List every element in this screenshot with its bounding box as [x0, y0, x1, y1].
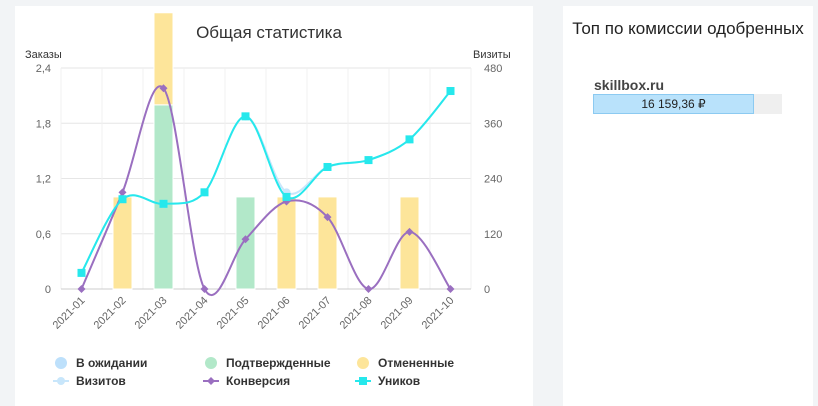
bar-Отмененные[interactable]	[276, 196, 297, 290]
point-Уников[interactable]	[323, 162, 332, 171]
x-tick-label: 2021-06	[256, 295, 293, 332]
top-item-site[interactable]: skillbox.ru	[594, 77, 665, 93]
legend-swatch	[357, 357, 369, 369]
point-Конверсия[interactable]	[405, 227, 414, 236]
legend-item[interactable]: Уников	[355, 374, 420, 388]
legend-label: В ожидании	[76, 356, 147, 370]
point-Уников[interactable]	[282, 192, 291, 201]
point-Конверсия[interactable]	[200, 285, 209, 293]
statistics-chart: Общая статистика Заказы Визиты 0 0,6 1,2 1,…	[25, 12, 511, 388]
chart-title: Общая статистика	[196, 23, 342, 42]
point-Конверсия[interactable]	[241, 235, 250, 244]
x-tick-label: 2021-05	[215, 295, 252, 332]
x-tick-label: 2021-07	[297, 295, 334, 332]
point-Уников[interactable]	[364, 156, 373, 165]
line-Конверсия	[80, 85, 452, 297]
legend-label: Отмененные	[378, 356, 454, 370]
legend-item[interactable]: Визитов	[53, 374, 126, 388]
point-Конверсия[interactable]	[159, 84, 168, 93]
legend-label: Уников	[378, 374, 420, 388]
line-Уников	[80, 90, 452, 274]
y-right-axis-title: Визиты	[473, 49, 511, 61]
top-item-bar-fill	[593, 94, 754, 114]
y-right-tick-label: 480	[484, 63, 502, 75]
legend-item[interactable]: Подтвержденные	[205, 356, 331, 370]
y-right-tick-label: 120	[484, 229, 502, 241]
point-Уников[interactable]	[159, 199, 168, 208]
legend-label: Подтвержденные	[226, 356, 331, 370]
y-left-tick-label: 1,8	[36, 118, 51, 130]
point-Уников[interactable]	[241, 112, 250, 121]
point-Уников[interactable]	[446, 87, 455, 96]
top-commission-title: Топ по комиссии одобренных	[572, 19, 804, 38]
legend-item[interactable]: Отмененные	[357, 356, 454, 370]
legend-marker[interactable]	[207, 377, 215, 385]
legend-item[interactable]: В ожидании	[55, 356, 147, 370]
legend-swatch	[205, 357, 217, 369]
x-tick-label: 2021-10	[420, 295, 457, 332]
point-Уников[interactable]	[405, 135, 414, 144]
point-Уников[interactable]	[200, 188, 209, 197]
legend-swatch	[55, 357, 67, 369]
legend-marker[interactable]	[57, 377, 65, 385]
x-tick-label: 2021-03	[133, 295, 170, 332]
top-item-bar-track: 16 159,36 ₽	[593, 94, 782, 114]
point-Конверсия[interactable]	[77, 285, 86, 293]
y-left-axis-title: Заказы	[25, 49, 62, 61]
legend-label: Визитов	[76, 374, 126, 388]
x-tick-label: 2021-02	[92, 295, 129, 332]
top-commission-panel: Топ по комиссии одобренных skillbox.ru 1…	[563, 6, 813, 406]
bar-Подтвержденные[interactable]	[153, 104, 174, 290]
point-Уников[interactable]	[77, 268, 86, 277]
y-right-tick-label: 360	[484, 118, 502, 130]
bar-Отмененные[interactable]	[153, 12, 174, 106]
x-tick-label: 2021-01	[51, 295, 88, 332]
legend-label: Конверсия	[226, 374, 290, 388]
x-tick-label: 2021-04	[174, 295, 211, 332]
y-left-tick-label: 0	[45, 284, 51, 296]
bar-Отмененные[interactable]	[399, 196, 420, 290]
statistics-chart-panel: Общая статистика Заказы Визиты 0 0,6 1,2 1,…	[15, 6, 533, 406]
top-item-value: 16 159,36 ₽	[641, 97, 706, 111]
point-Конверсия[interactable]	[364, 285, 373, 293]
point-Конверсия[interactable]	[323, 213, 332, 222]
bar-Отмененные[interactable]	[317, 196, 338, 290]
legend-marker[interactable]	[359, 377, 367, 385]
y-right-tick-label: 240	[484, 174, 502, 186]
y-right-tick-label: 0	[484, 284, 490, 296]
point-Конверсия[interactable]	[446, 285, 455, 293]
point-Конверсия[interactable]	[118, 188, 127, 197]
y-left-tick-label: 2,4	[36, 63, 51, 75]
y-left-tick-label: 0,6	[36, 229, 51, 241]
point-Уников[interactable]	[118, 195, 127, 204]
legend-item[interactable]: Конверсия	[203, 374, 290, 388]
x-tick-label: 2021-08	[338, 295, 375, 332]
x-tick-label: 2021-09	[379, 295, 416, 332]
y-left-tick-label: 1,2	[36, 174, 51, 186]
